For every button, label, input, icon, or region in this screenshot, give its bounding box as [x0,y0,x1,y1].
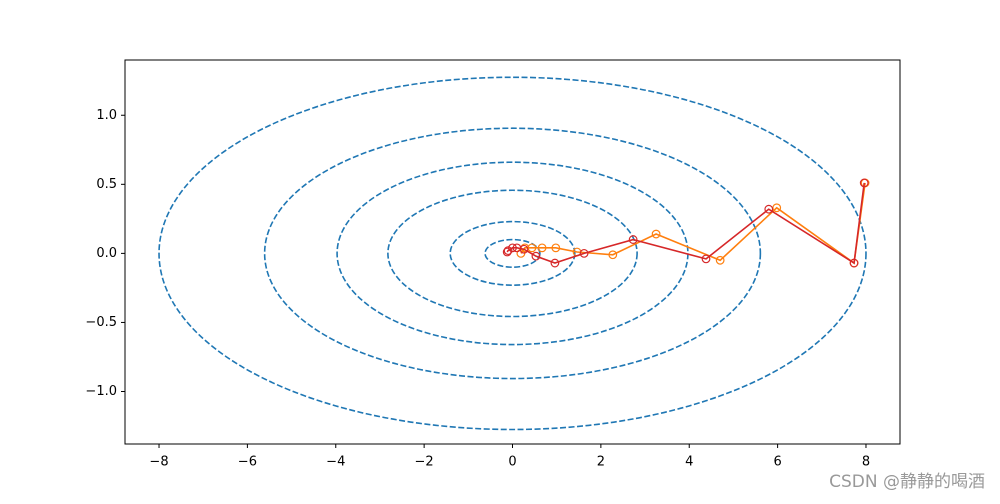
marker [651,229,661,239]
contour [387,189,638,318]
marker [551,243,561,253]
marker [608,250,618,260]
x-tick-label: 0 [508,455,516,470]
marker [579,248,589,258]
watermark: CSDN @静静的喝酒 [829,472,985,492]
marker [849,258,859,268]
marker [502,247,512,257]
contour [449,220,576,286]
y-tick-label: 0.0 [96,246,117,261]
contour [484,238,541,268]
y-tick-label: −0.5 [85,315,117,330]
x-tick-label: 4 [685,455,693,470]
marker [512,243,522,253]
contour [263,127,762,380]
y-tick-label: −1.0 [85,384,117,399]
marker [628,235,638,244]
marker [715,255,725,265]
marker [764,204,774,214]
x-tick-label: 6 [773,455,781,470]
marker [503,246,513,256]
marker [701,254,711,264]
y-tick-label: 0.5 [96,177,117,192]
marker [531,251,541,261]
y-tick-label: 1.0 [96,108,117,123]
x-tick-label: −4 [326,455,345,470]
path-line [520,182,866,265]
x-tick-label: 2 [597,455,605,470]
x-tick-label: −2 [415,455,434,470]
contour [158,76,867,431]
marker [859,178,869,188]
x-tick-label: −8 [149,455,168,470]
marker [550,258,560,268]
marker [537,243,547,253]
marker [508,243,517,253]
path-line [506,182,866,265]
x-tick-label: −6 [238,455,257,470]
x-tick-label: 8 [862,455,870,470]
